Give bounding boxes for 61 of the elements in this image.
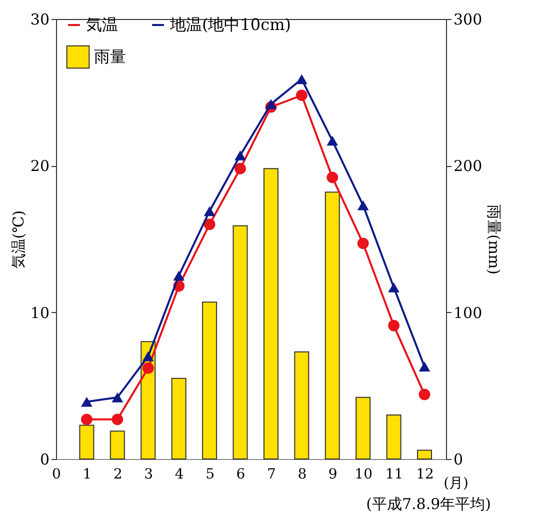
point [234, 162, 246, 174]
point [234, 150, 246, 160]
x-tick-label: 11 [385, 466, 404, 482]
point [142, 351, 154, 362]
point [326, 172, 338, 184]
y2-tick-label: 100 [454, 304, 482, 322]
y-tick-label: 10 [30, 304, 50, 322]
x-tick-label: 10 [354, 466, 372, 482]
point [204, 206, 216, 216]
x-tick-label: 7 [267, 466, 276, 482]
x-tick-label: 12 [416, 466, 434, 482]
point [357, 238, 369, 250]
point [112, 392, 124, 402]
point [357, 200, 369, 210]
x-tick-label: 9 [328, 466, 338, 482]
point [418, 362, 430, 372]
y-tick-label: 20 [30, 157, 50, 176]
point [112, 414, 124, 426]
y2-axis-title: 雨量(mm) [485, 204, 504, 275]
point [388, 320, 400, 332]
x-tick-label: 2 [113, 466, 122, 482]
legend-label: 気温 [86, 15, 118, 34]
bar [171, 378, 186, 460]
point [173, 270, 185, 281]
x-axis-title: (月) [444, 476, 468, 492]
point [418, 388, 430, 400]
y-tick-label: 0 [40, 450, 50, 468]
legend-label: 地温(地中10cm) [169, 15, 291, 34]
bar [110, 430, 125, 460]
x-tick-label: 6 [236, 466, 246, 482]
y-tick-label: 30 [30, 10, 50, 28]
legend-label: 雨量 [94, 47, 126, 66]
point [81, 414, 92, 426]
point [388, 282, 400, 292]
point [81, 396, 92, 407]
bar [386, 414, 402, 460]
bar [417, 450, 432, 460]
text: (平成7.8.9年平均) [366, 495, 491, 513]
bar [232, 225, 248, 460]
x-tick-label: 4 [174, 466, 184, 482]
y2-tick-label: 200 [454, 157, 482, 176]
point [204, 218, 216, 230]
point [296, 74, 308, 84]
point [296, 90, 308, 101]
bar [263, 168, 278, 460]
x-tick-label: 1 [82, 466, 92, 482]
point [142, 362, 154, 374]
bar [324, 192, 340, 460]
bar [294, 351, 310, 460]
x-tick-label: 5 [206, 466, 215, 482]
point [326, 136, 338, 146]
y2-tick-label: 300 [454, 10, 482, 28]
point [265, 99, 277, 110]
x-tick-label: 8 [298, 466, 307, 482]
y-axis-title: 気温(℃) [9, 210, 28, 269]
x-tick-label: 0 [52, 466, 61, 482]
x-tick-label: 3 [144, 466, 154, 482]
bar [356, 396, 371, 460]
bar [202, 302, 218, 460]
bar [79, 424, 94, 460]
y2-tick-label: 0 [454, 450, 464, 468]
